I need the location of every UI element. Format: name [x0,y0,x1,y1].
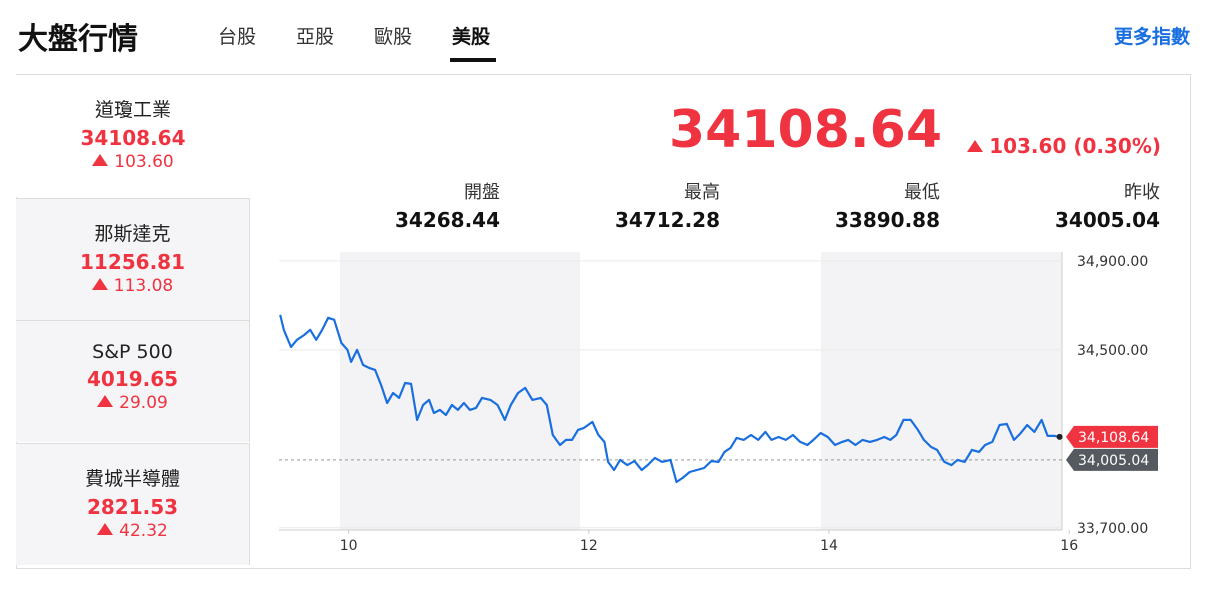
index-name: 道瓊工業 [94,99,171,121]
market-tab[interactable]: 歐股 [374,26,413,48]
index-value: 2821.53 [86,494,179,519]
market-tab[interactable]: 美股 [452,26,491,48]
index-entry[interactable]: 道瓊工業 34108.64 103.60 [16,75,250,197]
quote-stat: 最高 34712.28 [500,178,720,232]
index-value: 34108.64 [80,126,186,150]
prev-close-tag-label: 34,005.04 [1078,453,1149,469]
stat-label: 開盤 [464,182,500,203]
index-change-text: 29.09 [119,393,168,413]
last-price-tag [1066,425,1158,448]
x-tick-label: 14 [820,538,838,554]
last-point [1056,433,1063,440]
x-tick-label: 10 [340,538,358,554]
stat-value: 34712.28 [614,208,720,232]
stat-label: 昨收 [1124,182,1160,203]
up-arrow [91,277,108,290]
index-change: 42.32 [16,521,249,541]
y-tick-label: 34,900.00 [1077,254,1148,270]
stat-value: 33890.88 [834,208,940,232]
index-entry[interactable]: 費城半導體 2821.53 42.32 [16,442,250,565]
up-arrow [967,140,984,152]
stat-label: 最低 [904,182,940,203]
session-shade [821,252,1062,530]
market-tab[interactable]: 台股 [218,26,257,48]
index-change: 103.60 [16,152,250,172]
quote-stat: 開盤 34268.44 [280,178,500,232]
current-price: 34108.64 [668,100,942,160]
quote-stat: 昨收 34005.04 [940,178,1160,232]
index-name: 費城半導體 [84,467,180,490]
y-tick-label: 34,500.00 [1077,343,1148,359]
page-title: 大盤行情 [18,22,138,57]
up-arrow [97,395,114,407]
index-value: 11256.81 [79,249,185,274]
x-tick-label: 12 [580,538,598,554]
market-tab[interactable]: 亞股 [296,26,335,48]
last-price-tag-label: 34,108.64 [1078,430,1149,446]
index-name: S&P 500 [92,341,173,363]
index-change: 113.08 [16,276,249,296]
index-entry[interactable]: S&P 500 4019.65 29.09 [16,320,250,442]
more-indices-link[interactable]: 更多指數 [1113,26,1190,48]
price-change-text: 103.60 (0.30%) [989,134,1161,158]
x-tick-label: 16 [1060,538,1078,554]
up-arrow [92,154,109,166]
price-line [279,314,1060,484]
index-name: 那斯達克 [94,222,171,245]
quote-stat: 最低 33890.88 [720,178,940,232]
stat-value: 34268.44 [394,208,500,232]
y-tick-label: 33,700.00 [1077,521,1148,537]
index-change-text: 42.32 [119,520,168,541]
up-arrow [97,522,114,535]
index-change-text: 103.60 [114,152,174,172]
stat-value: 34005.04 [1054,208,1160,232]
index-entry[interactable]: 那斯達克 11256.81 113.08 [16,197,250,320]
price-change: 103.60 (0.30%) [967,134,1161,158]
index-change: 29.09 [16,393,249,413]
index-change-text: 113.08 [113,275,174,296]
stat-label: 最高 [684,182,720,203]
active-tab-underline [450,58,496,62]
index-value: 4019.65 [86,367,179,391]
prev-close-tag [1066,448,1158,471]
session-shade [340,252,580,530]
